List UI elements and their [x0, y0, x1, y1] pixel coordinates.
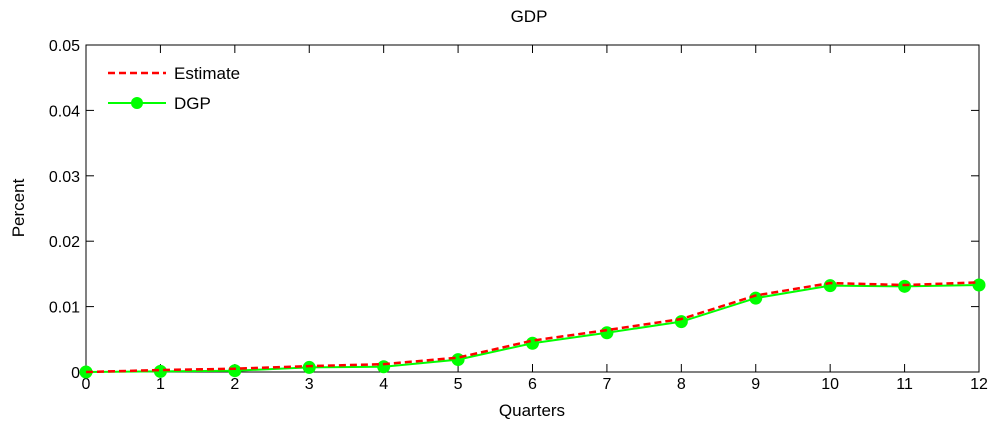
x-tick-label: 3 [305, 376, 314, 393]
data-point-dgp [674, 315, 688, 329]
x-tick-label: 1 [156, 376, 165, 393]
legend: Estimate DGP [108, 64, 240, 113]
y-tick-label: 0.04 [49, 103, 80, 120]
series-line-estimate [85, 281, 980, 374]
x-tick-label: 11 [896, 376, 913, 393]
x-tick-label: 8 [677, 376, 686, 393]
legend-label-estimate: Estimate [174, 64, 240, 83]
x-axis-label: Quarters [499, 401, 565, 420]
x-tick-label: 6 [528, 376, 537, 393]
y-tick-label: 0.01 [49, 300, 80, 317]
data-point-dgp [898, 279, 912, 293]
x-tick-label: 10 [821, 376, 839, 393]
y-axis-label: Percent [9, 178, 28, 237]
legend-marker-dgp [131, 97, 143, 109]
y-tick-label: 0.03 [49, 169, 80, 186]
x-tick-label: 12 [970, 376, 988, 393]
series-layer [79, 278, 986, 379]
plot-area [85, 44, 980, 373]
x-tick-label: 2 [230, 376, 239, 393]
x-tick-label: 4 [379, 376, 388, 393]
x-tick-label: 7 [602, 376, 611, 393]
chart-title: GDP [511, 7, 548, 26]
data-point-dgp [972, 278, 986, 292]
x-tick-label: 0 [82, 376, 91, 393]
y-tick-label: 0.02 [49, 234, 80, 251]
legend-label-dgp: DGP [174, 94, 211, 113]
data-point-dgp [749, 291, 763, 305]
data-point-dgp [823, 279, 837, 293]
y-tick-label: 0 [71, 365, 80, 382]
data-point-dgp [228, 364, 242, 378]
x-tick-label: 5 [454, 376, 463, 393]
x-tick-label: 9 [751, 376, 760, 393]
y-tick-label: 0.05 [49, 38, 80, 55]
data-point-dgp [302, 360, 316, 374]
